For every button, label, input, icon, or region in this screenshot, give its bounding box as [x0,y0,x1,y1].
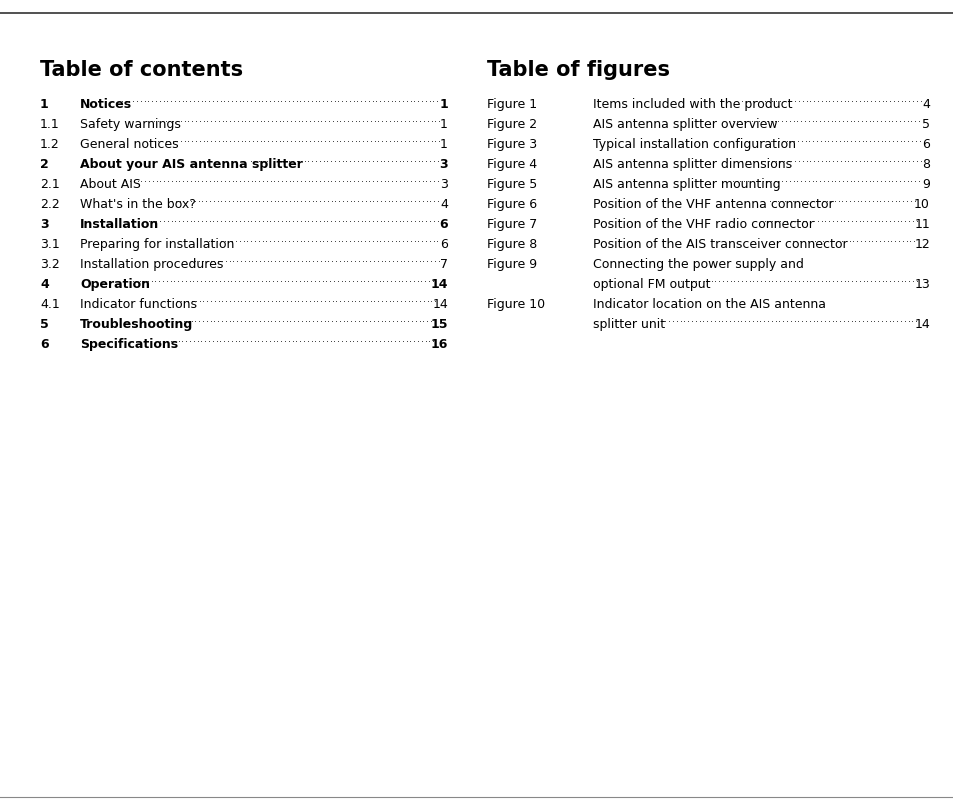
Text: AIS antenna splitter dimensions: AIS antenna splitter dimensions [593,158,791,171]
Text: Specifications: Specifications [80,338,178,351]
Text: 1.2: 1.2 [40,138,60,151]
Text: 11: 11 [913,218,929,231]
Text: 14: 14 [430,278,448,291]
Text: What's in the box?: What's in the box? [80,198,195,211]
Text: 2.1: 2.1 [40,178,60,191]
Text: Position of the VHF antenna connector: Position of the VHF antenna connector [593,198,833,211]
Text: 5: 5 [40,318,49,331]
Text: Preparing for installation: Preparing for installation [80,238,234,251]
Text: AIS antenna splitter overview: AIS antenna splitter overview [593,118,777,131]
Text: Notices: Notices [80,98,132,111]
Text: 4.1: 4.1 [40,298,60,311]
Text: Connecting the power supply and: Connecting the power supply and [593,258,803,271]
Text: Figure 2: Figure 2 [486,118,537,131]
Text: Figure 6: Figure 6 [486,198,537,211]
Text: 3: 3 [439,158,448,171]
Text: Table of figures: Table of figures [486,60,669,80]
Text: Indicator location on the AIS antenna: Indicator location on the AIS antenna [593,298,825,311]
Text: Figure 4: Figure 4 [486,158,537,171]
Text: Operation: Operation [80,278,150,291]
Text: 9: 9 [922,178,929,191]
Text: 13: 13 [913,278,929,291]
Text: 8: 8 [921,158,929,171]
Text: Table of contents: Table of contents [40,60,243,80]
Text: splitter unit: splitter unit [593,318,664,331]
Text: 16: 16 [430,338,448,351]
Text: Figure 5: Figure 5 [486,178,537,191]
Text: 1: 1 [439,118,448,131]
Text: 3.2: 3.2 [40,258,60,271]
Text: 6: 6 [439,238,448,251]
Text: Figure 1: Figure 1 [486,98,537,111]
Text: 15: 15 [430,318,448,331]
Text: Position of the AIS transceiver connector: Position of the AIS transceiver connecto… [593,238,846,251]
Text: Figure 9: Figure 9 [486,258,537,271]
Text: Figure 7: Figure 7 [486,218,537,231]
Text: Typical installation configuration: Typical installation configuration [593,138,795,151]
Text: 3: 3 [439,178,448,191]
Text: 6: 6 [40,338,49,351]
Text: 4: 4 [439,198,448,211]
Text: Figure 8: Figure 8 [486,238,537,251]
Text: Installation procedures: Installation procedures [80,258,223,271]
Text: 4: 4 [40,278,49,291]
Text: 5: 5 [921,118,929,131]
Text: Figure 10: Figure 10 [486,298,544,311]
Text: Position of the VHF radio connector: Position of the VHF radio connector [593,218,813,231]
Text: General notices: General notices [80,138,178,151]
Text: Safety warnings: Safety warnings [80,118,181,131]
Text: 6: 6 [922,138,929,151]
Text: 7: 7 [439,258,448,271]
Text: 1: 1 [439,138,448,151]
Text: 4: 4 [922,98,929,111]
Text: 3.1: 3.1 [40,238,60,251]
Text: 2.2: 2.2 [40,198,60,211]
Text: 2: 2 [40,158,49,171]
Text: 3: 3 [40,218,49,231]
Text: 1: 1 [40,98,49,111]
Text: Figure 3: Figure 3 [486,138,537,151]
Text: 12: 12 [913,238,929,251]
Text: Indicator functions: Indicator functions [80,298,196,311]
Text: AIS antenna splitter mounting: AIS antenna splitter mounting [593,178,780,191]
Text: 10: 10 [913,198,929,211]
Text: Items included with the product: Items included with the product [593,98,792,111]
Text: About your AIS antenna splitter: About your AIS antenna splitter [80,158,302,171]
Text: About AIS: About AIS [80,178,141,191]
Text: 14: 14 [913,318,929,331]
Text: Troubleshooting: Troubleshooting [80,318,193,331]
Text: 1: 1 [438,98,448,111]
Text: 1.1: 1.1 [40,118,60,131]
Text: 14: 14 [432,298,448,311]
Text: 6: 6 [439,218,448,231]
Text: Installation: Installation [80,218,159,231]
Text: optional FM output: optional FM output [593,278,710,291]
